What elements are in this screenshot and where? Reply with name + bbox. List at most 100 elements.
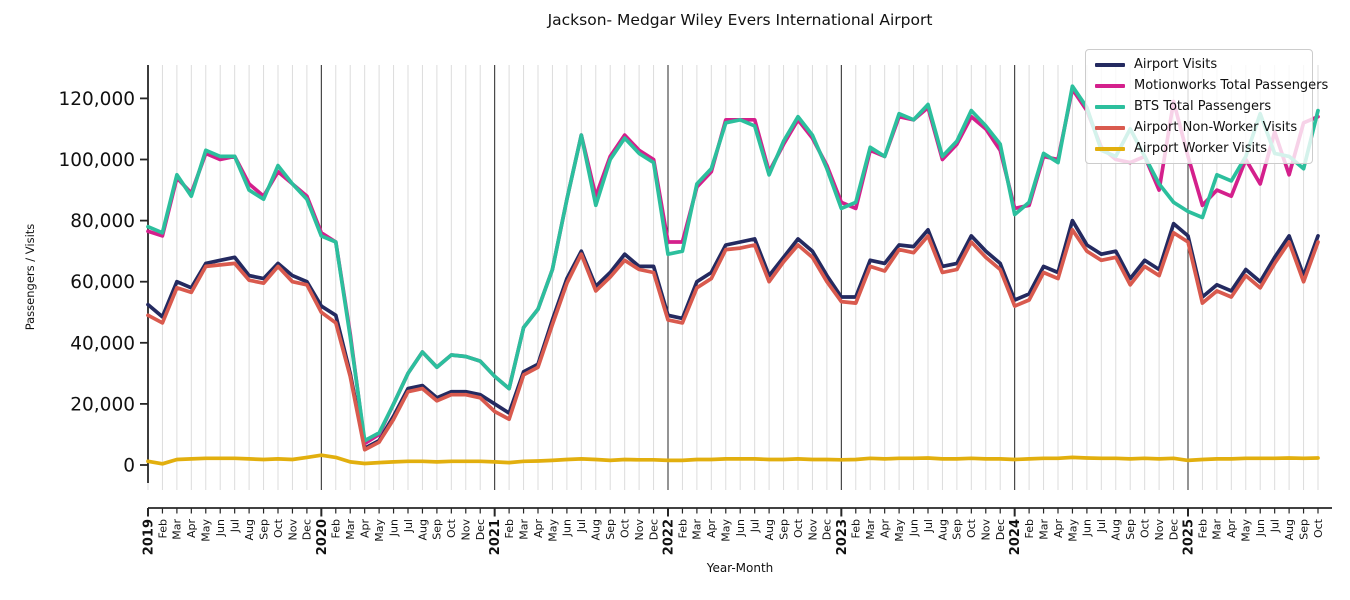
svg-text:Mar: Mar (517, 519, 530, 540)
svg-text:Jun: Jun (387, 519, 400, 537)
svg-text:Jul: Jul (922, 519, 935, 533)
legend-item: Airport Worker Visits (1095, 142, 1303, 155)
legend-item: BTS Total Passengers (1095, 100, 1303, 113)
svg-text:Oct: Oct (792, 518, 805, 538)
svg-text:Jun: Jun (907, 519, 920, 537)
svg-text:Sep: Sep (951, 519, 964, 540)
svg-text:2022: 2022 (662, 519, 677, 555)
chart-title: Jackson- Medgar Wiley Evers Internationa… (547, 11, 933, 29)
svg-text:Dec: Dec (994, 519, 1007, 540)
svg-text:Jul: Jul (402, 519, 415, 533)
svg-text:Feb: Feb (850, 519, 863, 538)
svg-text:Aug: Aug (936, 519, 949, 540)
svg-text:Mar: Mar (344, 519, 357, 540)
svg-text:Mar: Mar (691, 519, 704, 540)
svg-text:Feb: Feb (1023, 519, 1036, 538)
svg-text:Feb: Feb (503, 519, 516, 538)
svg-text:Aug: Aug (763, 519, 776, 540)
legend-item: Airport Non-Worker Visits (1095, 121, 1303, 134)
svg-text:2020: 2020 (315, 519, 330, 555)
svg-text:Oct: Oct (272, 518, 285, 538)
svg-text:May: May (893, 519, 906, 542)
svg-text:80,000: 80,000 (70, 211, 135, 232)
svg-text:40,000: 40,000 (70, 333, 135, 354)
svg-text:Mar: Mar (1037, 519, 1050, 540)
svg-text:Nov: Nov (286, 519, 299, 541)
svg-text:Apr: Apr (1225, 519, 1238, 539)
svg-text:Dec: Dec (1167, 519, 1180, 540)
svg-text:Apr: Apr (532, 519, 545, 539)
legend-item: Airport Visits (1095, 58, 1303, 71)
svg-text:Oct: Oct (445, 518, 458, 538)
svg-text:Sep: Sep (777, 519, 790, 540)
svg-text:2025: 2025 (1182, 519, 1197, 555)
svg-text:Apr: Apr (185, 519, 198, 539)
legend-swatch-motionworks (1095, 83, 1125, 88)
svg-text:0: 0 (123, 455, 135, 476)
svg-text:Feb: Feb (156, 519, 169, 538)
legend-label: Motionworks Total Passengers (1134, 78, 1329, 93)
svg-text:Apr: Apr (879, 519, 892, 539)
y-axis-label: Passengers / Visits (23, 223, 37, 331)
svg-text:Oct: Oct (1139, 518, 1152, 538)
svg-text:Dec: Dec (474, 519, 487, 540)
svg-text:Aug: Aug (1283, 519, 1296, 540)
svg-text:20,000: 20,000 (70, 394, 135, 415)
svg-text:Apr: Apr (359, 519, 372, 539)
svg-text:Sep: Sep (1297, 519, 1310, 540)
svg-text:May: May (1240, 519, 1253, 542)
svg-text:Aug: Aug (1110, 519, 1123, 540)
legend-label: Airport Worker Visits (1134, 141, 1268, 156)
svg-text:Nov: Nov (806, 519, 819, 541)
svg-text:Sep: Sep (257, 519, 270, 540)
svg-text:60,000: 60,000 (70, 272, 135, 293)
svg-text:120,000: 120,000 (58, 89, 135, 110)
svg-text:Jun: Jun (214, 519, 227, 537)
svg-text:May: May (200, 519, 213, 542)
svg-text:Nov: Nov (980, 519, 993, 541)
svg-text:100,000: 100,000 (58, 150, 135, 171)
svg-text:Jun: Jun (734, 519, 747, 537)
svg-text:Jul: Jul (749, 519, 762, 533)
svg-text:Apr: Apr (705, 519, 718, 539)
svg-text:May: May (720, 519, 733, 542)
svg-text:May: May (546, 519, 559, 542)
svg-text:2024: 2024 (1008, 519, 1023, 555)
legend-swatch-worker (1095, 146, 1125, 151)
legend-swatch-bts (1095, 104, 1125, 109)
legend: Airport Visits Motionworks Total Passeng… (1085, 49, 1328, 164)
svg-text:Aug: Aug (243, 519, 256, 540)
svg-text:Feb: Feb (330, 519, 343, 538)
svg-text:Sep: Sep (431, 519, 444, 540)
svg-text:2023: 2023 (835, 519, 850, 555)
svg-text:Jul: Jul (1095, 519, 1108, 533)
svg-text:Dec: Dec (647, 519, 660, 540)
svg-text:Aug: Aug (590, 519, 603, 540)
svg-text:Feb: Feb (1196, 519, 1209, 538)
svg-text:Jul: Jul (1269, 519, 1282, 533)
legend-label: BTS Total Passengers (1134, 99, 1272, 114)
legend-item: Motionworks Total Passengers (1095, 79, 1328, 92)
x-axis-label: Year-Month (706, 561, 774, 575)
svg-text:Nov: Nov (633, 519, 646, 541)
svg-text:Dec: Dec (301, 519, 314, 540)
svg-text:Mar: Mar (1211, 519, 1224, 540)
svg-text:Sep: Sep (1124, 519, 1137, 540)
legend-swatch-non-worker (1095, 125, 1125, 130)
svg-text:Nov: Nov (460, 519, 473, 541)
svg-text:Sep: Sep (604, 519, 617, 540)
svg-text:May: May (1066, 519, 1079, 542)
svg-text:May: May (373, 519, 386, 542)
svg-text:Nov: Nov (1153, 519, 1166, 541)
svg-text:Oct: Oct (1312, 518, 1325, 538)
svg-text:2021: 2021 (488, 519, 503, 555)
svg-text:Jun: Jun (1081, 519, 1094, 537)
svg-text:Apr: Apr (1052, 519, 1065, 539)
legend-label: Airport Non-Worker Visits (1134, 120, 1298, 135)
svg-text:Feb: Feb (676, 519, 689, 538)
svg-text:Jun: Jun (561, 519, 574, 537)
svg-text:Jul: Jul (575, 519, 588, 533)
svg-text:Oct: Oct (965, 518, 978, 538)
